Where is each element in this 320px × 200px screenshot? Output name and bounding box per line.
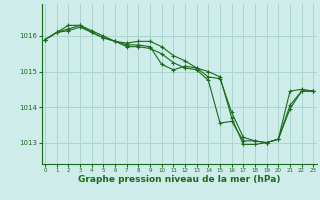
X-axis label: Graphe pression niveau de la mer (hPa): Graphe pression niveau de la mer (hPa) [78,175,280,184]
